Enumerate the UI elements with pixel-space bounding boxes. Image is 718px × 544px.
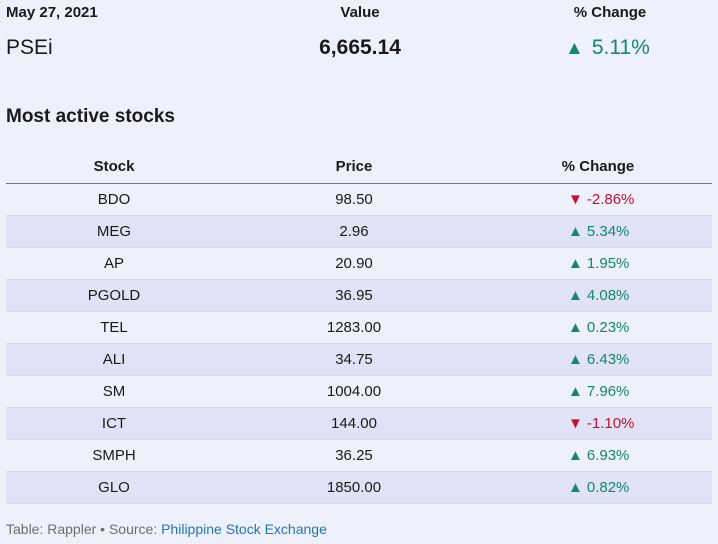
change-cell: ▼ -1.10% [568, 415, 688, 432]
stock-cell: PGOLD [87, 287, 141, 304]
table-body: BDO 98.50 ▼ -2.86% MEG 2.96 ▲ 5.34% AP 20.90 ▲ 1.95… [6, 184, 712, 504]
price-column-header: Price [335, 158, 373, 175]
table-row: BDO 98.50 ▼ -2.86% [6, 184, 712, 216]
up-triangle-icon: ▲ [568, 351, 583, 368]
change-value: 0.82% [586, 479, 630, 496]
table-row: TEL 1283.00 ▲ 0.23% [6, 312, 712, 344]
table-row: SM 1004.00 ▲ 7.96% [6, 376, 712, 408]
date-label: May 27, 2021 [6, 4, 98, 21]
stock-cell: AP [103, 255, 124, 272]
index-change-value: 5.11% [591, 36, 650, 59]
change-value: 0.23% [586, 319, 630, 336]
index-row: PSEi 6,665.14 ▲ 5.11% [0, 32, 718, 68]
change-cell: ▲ 6.93% [568, 447, 688, 464]
section-title: Most active stocks [6, 106, 175, 127]
stock-cell: TEL [100, 319, 128, 336]
price-cell: 36.25 [335, 447, 373, 464]
price-cell: 2.96 [339, 223, 369, 240]
table-footer: Table: Rappler • Source: Philippine Stoc… [6, 521, 327, 537]
price-cell: 1283.00 [326, 319, 382, 336]
change-cell: ▲ 4.08% [568, 287, 688, 304]
up-triangle-icon: ▲ [568, 479, 583, 496]
change-cell: ▲ 7.96% [568, 383, 688, 400]
stock-cell: ALI [102, 351, 126, 368]
value-column-header: Value [340, 4, 380, 21]
price-cell: 34.75 [335, 351, 373, 368]
stock-cell: MEG [96, 223, 132, 240]
change-column-header: % Change [573, 4, 647, 21]
table-row: MEG 2.96 ▲ 5.34% [6, 216, 712, 248]
stock-cell: ICT [101, 415, 127, 432]
index-value: 6,665.14 [319, 36, 401, 59]
up-triangle-icon: ▲ [568, 223, 583, 240]
change-cell: ▲ 1.95% [568, 255, 688, 272]
table-row: AP 20.90 ▲ 1.95% [6, 248, 712, 280]
footer-credit: Table: Rappler • Source: [6, 521, 162, 537]
index-name: PSEi [6, 36, 53, 59]
table-row: GLO 1850.00 ▲ 0.82% [6, 472, 712, 504]
price-cell: 1004.00 [326, 383, 382, 400]
stock-column-header: Stock [93, 158, 135, 175]
change-cell: ▲ 0.82% [568, 479, 688, 496]
stocks-table: Stock Price % Change BDO 98.50 ▼ -2.86% MEG 2… [6, 150, 712, 504]
change-column-header: % Change [561, 158, 635, 175]
table-row: ALI 34.75 ▲ 6.43% [6, 344, 712, 376]
price-cell: 144.00 [331, 415, 377, 432]
table-header: Stock Price % Change [6, 150, 712, 184]
change-value: 4.08% [586, 287, 630, 304]
source-link[interactable]: Philippine Stock Exchange [161, 521, 327, 537]
up-triangle-icon: ▲ [568, 255, 583, 272]
change-value: 5.34% [586, 223, 630, 240]
up-triangle-icon: ▲ [568, 447, 583, 464]
up-triangle-icon: ▲ [568, 287, 583, 304]
stock-cell: SM [102, 383, 126, 400]
price-cell: 1850.00 [326, 479, 382, 496]
up-triangle-icon: ▲ [565, 38, 584, 59]
change-value: 7.96% [586, 383, 630, 400]
price-cell: 98.50 [335, 191, 373, 208]
change-cell: ▼ -2.86% [568, 191, 688, 208]
change-value: -1.10% [586, 415, 635, 432]
stock-cell: BDO [97, 191, 131, 208]
index-header: May 27, 2021 Value % Change [0, 0, 718, 24]
price-cell: 36.95 [335, 287, 373, 304]
table-row: PGOLD 36.95 ▲ 4.08% [6, 280, 712, 312]
change-value: 6.93% [586, 447, 630, 464]
table-row: SMPH 36.25 ▲ 6.93% [6, 440, 712, 472]
stock-cell: SMPH [92, 447, 136, 464]
up-triangle-icon: ▲ [568, 383, 583, 400]
change-value: -2.86% [586, 191, 635, 208]
change-cell: ▲ 5.34% [568, 223, 688, 240]
down-triangle-icon: ▼ [568, 191, 583, 208]
change-cell: ▲ 0.23% [568, 319, 688, 336]
change-value: 1.95% [586, 255, 630, 272]
price-cell: 20.90 [335, 255, 373, 272]
change-cell: ▲ 6.43% [568, 351, 688, 368]
up-triangle-icon: ▲ [568, 319, 583, 336]
table-row: ICT 144.00 ▼ -1.10% [6, 408, 712, 440]
index-change: ▲ 5.11% [565, 36, 650, 60]
change-value: 6.43% [586, 351, 630, 368]
down-triangle-icon: ▼ [568, 415, 583, 432]
stock-cell: GLO [98, 479, 130, 496]
